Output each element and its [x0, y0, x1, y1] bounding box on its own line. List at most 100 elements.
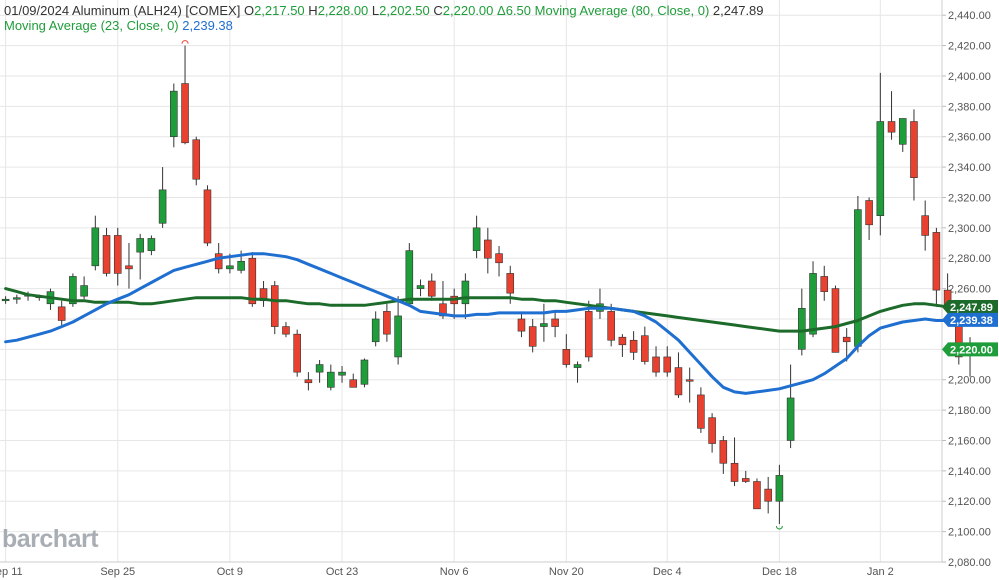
- y-tick-label: 2,320.00: [948, 192, 991, 204]
- candle-body: [147, 238, 156, 251]
- candle-body: [932, 232, 941, 291]
- ma23-value: 2,239.38: [182, 18, 233, 33]
- candle-body: [641, 335, 649, 362]
- extreme-markers: [181, 40, 783, 530]
- candle-body: [192, 139, 201, 180]
- candle-body: [865, 200, 873, 226]
- candle-body: [293, 333, 301, 373]
- candle-body: [921, 215, 929, 236]
- candle-body: [304, 379, 313, 384]
- candle-body: [69, 276, 77, 305]
- candle-body: [674, 367, 683, 396]
- candle-body: [259, 288, 268, 302]
- candle-body: [158, 189, 167, 224]
- high-value: 2,228.00: [317, 3, 369, 18]
- candle-body: [91, 227, 100, 267]
- candle-body: [181, 83, 189, 144]
- price-labels: 2,247.892,239.38 2,220.00: [942, 299, 998, 357]
- chart-grid: [0, 0, 942, 563]
- price-label-box: [942, 342, 998, 357]
- x-tick-label: Nov 20: [549, 566, 584, 578]
- candle-body: [820, 276, 829, 292]
- candle-body: [528, 326, 537, 347]
- y-tick-label: 2,300.00: [948, 223, 991, 235]
- y-tick-label: 2,080.00: [948, 557, 991, 569]
- candle-body: [551, 318, 559, 327]
- x-tick-label: Dec 4: [653, 566, 682, 578]
- candle-body: [327, 371, 335, 388]
- y-tick-label: 2,340.00: [948, 162, 991, 174]
- candle-body: [708, 417, 716, 444]
- candle-body: [506, 273, 515, 294]
- price-label-text: 2,220.00: [950, 344, 993, 356]
- candle-body: [854, 209, 862, 347]
- y-tick-label: 2,400.00: [948, 71, 991, 83]
- candle-body: [517, 318, 526, 332]
- candle-body: [371, 318, 380, 343]
- candle-body: [315, 364, 324, 373]
- quote-symbol: Aluminum (ALH24) [COMEX]: [71, 3, 241, 18]
- y-tick-label: 2,140.00: [948, 466, 991, 478]
- candle-body: [685, 379, 694, 382]
- x-tick-label: Oct 9: [217, 566, 243, 578]
- candle-body: [798, 308, 806, 350]
- candle-body: [697, 394, 705, 429]
- candle-body: [495, 253, 503, 264]
- y-tick-label: 2,260.00: [948, 284, 991, 296]
- x-tick-label: Sep 25: [100, 566, 135, 578]
- ma23-line: [4, 252, 972, 395]
- candle-body: [887, 121, 896, 133]
- candle-body: [80, 285, 88, 297]
- change-label: Δ: [497, 3, 506, 18]
- candle-body: [270, 285, 279, 327]
- ma80-line: [4, 287, 972, 333]
- candle-body: [484, 239, 492, 259]
- y-tick-label: 2,440.00: [948, 10, 991, 22]
- candle-body: [831, 288, 840, 353]
- price-label-text: 2,247.89: [950, 302, 993, 314]
- y-tick-label: 2,180.00: [948, 405, 991, 417]
- candle-body: [461, 280, 470, 305]
- candle-body: [439, 303, 447, 317]
- x-tick-label: Nov 6: [440, 566, 469, 578]
- candle-body: [57, 306, 66, 321]
- y-tick-label: 2,100.00: [948, 527, 991, 539]
- candle-body: [394, 315, 402, 358]
- candle-body: [203, 189, 212, 244]
- candle-body: [910, 121, 918, 179]
- candle-body: [618, 336, 627, 346]
- candle-body: [663, 356, 672, 373]
- close-label: C: [433, 3, 443, 18]
- ma80-label[interactable]: Moving Average (80, Close, 0): [534, 3, 710, 18]
- ma23-label[interactable]: Moving Average (23, Close, 0): [4, 18, 179, 33]
- candle-body: [13, 297, 21, 300]
- quote-date: 01/09/2024: [4, 3, 70, 18]
- price-label-text: 2,239.38: [950, 315, 993, 327]
- candle-body: [226, 265, 234, 270]
- candle-body: [214, 253, 223, 270]
- candle-body: [786, 397, 795, 441]
- candle-body: [405, 250, 414, 305]
- close-value: 2,220.00: [442, 3, 494, 18]
- candle-body: [136, 238, 144, 253]
- open-label: O: [243, 3, 255, 18]
- candle-body: [573, 364, 582, 368]
- change-value: 6.50: [505, 3, 532, 18]
- low-marker: [775, 525, 783, 530]
- y-tick-label: 2,380.00: [948, 101, 991, 113]
- candle-body: [248, 257, 257, 305]
- candle-body: [876, 121, 885, 216]
- y-axis: 2,080.00 2,100.00 2,120.00 2,140.00 2,160.00…: [941, 0, 991, 569]
- candle-body: [102, 235, 111, 274]
- candle-body: [898, 118, 907, 145]
- ma23-header: Moving Average (23, Close, 0) 2,239.38: [4, 18, 233, 34]
- candle-body: [416, 285, 425, 289]
- x-tick-label: Oct 23: [326, 566, 358, 578]
- candle-body: [562, 349, 571, 365]
- candle-body: [360, 359, 369, 385]
- candle-body: [741, 478, 750, 482]
- candle-body: [170, 90, 178, 138]
- moving-averages: [4, 252, 972, 395]
- candle-body: [383, 311, 391, 335]
